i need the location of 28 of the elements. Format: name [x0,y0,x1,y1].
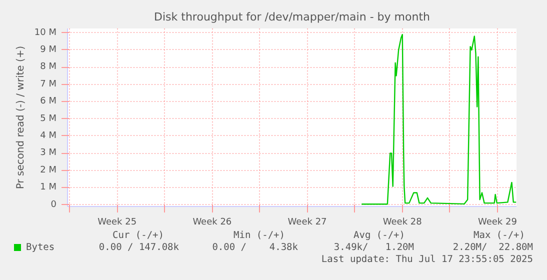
x-tick-label: Week 27 [288,218,327,228]
text: Min (-/+) [234,230,285,242]
text: Max (-/+) [474,230,525,242]
y-tick-label: 5 M [40,114,57,124]
chart-title: Disk throughput for /dev/mapper/main - by month [154,10,430,24]
text: Avg (-/+) [354,230,405,242]
y-tick-label: 6 M [40,96,57,107]
y-tick-label: 10 M [34,28,56,38]
text: 3.49k/ 1.20M [334,242,414,254]
text: 0.00 / 4.38k [212,242,298,254]
y-tick-label: 9 M [40,45,57,55]
y-tick-label: 8 M [40,62,57,72]
x-tick-label: Week 25 [98,218,137,228]
text: Cur (-/+) [112,230,164,242]
text: Last update: Thu Jul 17 23:55:05 2025 [321,254,533,266]
x-tick-label: Week 26 [192,218,232,228]
x-tick-label: Week 28 [382,218,422,228]
y-tick-label: 4 M [40,130,57,141]
y-tick-label: 7 M [40,79,57,90]
text: 0.00 / 147.08k [98,242,179,254]
text: 2.20M/ 22.80M [452,242,533,254]
y-axis-title: Pr second read (-) / write (+) [15,46,26,190]
y-tick-label: 1 M [40,182,57,193]
x-tick-label: Week 29 [478,218,518,228]
legend-label: Bytes [26,242,55,254]
y-tick-label: 0 [50,200,57,210]
y-tick-label: 3 M [40,148,57,158]
y-tick-label: 2 M [40,165,57,176]
